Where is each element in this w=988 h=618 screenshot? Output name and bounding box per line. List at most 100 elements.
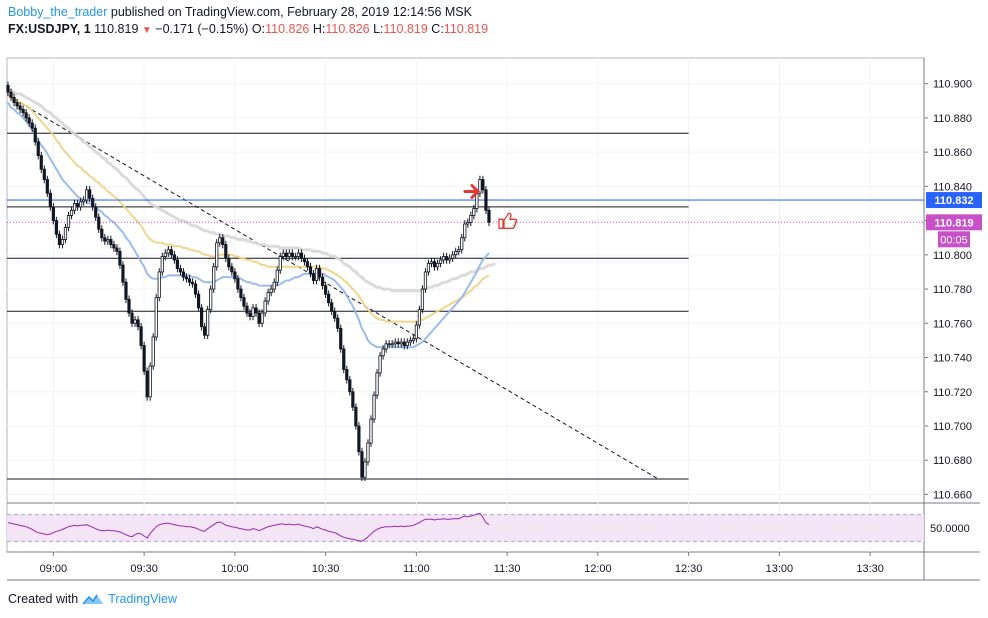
candle-body [175,259,179,269]
candle-body [438,259,443,264]
candle-body [100,228,104,239]
candle-body [157,271,161,299]
red-arrow-icon [463,184,481,199]
footer: Created with TradingView [8,592,177,606]
candle-body [411,338,415,341]
candle-body [475,192,479,210]
thumbs-up-icon [498,212,518,229]
x-tick-label: 13:30 [856,563,884,575]
candle-body [402,341,406,346]
candle-body [378,355,382,374]
candle-body [287,252,291,257]
candle-body [27,117,31,124]
candle-body [481,179,485,191]
candle-body [426,262,431,273]
candle-body [399,341,403,345]
y-tick-label: 110.680 [933,455,972,467]
moving-average-fast [7,101,490,349]
candle-body [184,276,189,280]
candle-body [257,312,261,324]
ohlc-line: FX:USDJPY, 1 110.819 ▼ −0.171 (−0.15%) O… [8,21,488,39]
candle-body [272,281,276,290]
candle-body [351,391,355,408]
low-value: 110.819 [383,22,428,36]
candle-body [381,348,385,357]
price-badge-last: 110.819 [934,217,973,229]
candle-body [124,281,128,300]
candle-body [275,269,279,283]
x-tick-label: 10:00 [221,563,249,575]
candle-body [478,179,482,194]
candle-body [405,341,409,346]
price-change: −0.171 (−0.15%) [155,22,249,36]
x-tick-label: 09:30 [130,563,158,575]
candle-body [269,288,273,293]
candle-body [290,252,294,257]
close-value: 110.819 [443,22,489,36]
rsi-tick-label: 50.0000 [930,523,970,535]
candle-body [154,297,158,338]
candle-body [112,244,116,249]
candle-body [233,271,237,280]
candle-body [317,268,322,278]
candle-body [199,307,204,328]
candle-body [97,216,101,230]
candle-body [448,257,452,261]
symbol-label: FX:USDJPY, 1 [8,22,91,36]
candle-body [308,266,313,275]
candle-body [136,319,140,328]
y-tick-label: 110.660 [933,489,972,501]
candle-body [39,155,43,170]
candle-body [327,293,331,304]
candle-body [251,307,255,317]
candle-body [79,201,83,208]
candle-body [151,336,155,367]
candle-body [363,461,367,478]
candle-body [145,370,149,398]
candle-body [85,189,89,201]
candle-body [227,257,231,268]
candle-body [242,297,246,307]
candle-body [148,365,152,398]
candle-body [369,418,373,444]
candle-body [429,261,434,264]
author-link[interactable]: Bobby_the_trader [8,5,108,19]
tradingview-link[interactable]: TradingView [108,592,177,606]
price-badge-level: 110.832 [934,195,973,207]
candle-body [63,227,68,240]
candle-body [106,239,110,242]
candle-body [30,122,34,129]
dashed-trendline [7,95,659,480]
candle-body [109,239,113,245]
rsi-line [7,512,490,542]
candle-body [60,239,65,245]
candle-body [203,326,207,336]
last-price: 110.819 [94,22,139,36]
candle-body [209,288,213,310]
x-tick-label: 12:00 [584,563,612,575]
candle-body [6,84,10,93]
candle-body [263,300,267,314]
candle-body [302,257,307,263]
high-value: 110.826 [325,22,370,36]
candle-body [172,254,176,261]
y-tick-label: 110.700 [933,421,972,433]
candle-body [103,237,107,242]
candle-body [266,292,270,302]
candle-body [24,112,28,119]
candle-body [54,220,59,235]
candle-body [94,206,98,218]
candle-body [36,141,40,156]
candle-body [160,256,164,273]
candle-body [469,215,473,223]
candle-body [299,252,304,259]
x-tick-label: 11:00 [403,563,430,575]
candle-body [314,268,319,281]
candle-body [230,266,234,273]
candle-body [417,309,422,326]
candle-body [432,261,437,268]
y-tick-label: 110.800 [933,250,972,262]
candle-body [451,254,455,259]
y-tick-label: 110.880 [933,113,972,125]
